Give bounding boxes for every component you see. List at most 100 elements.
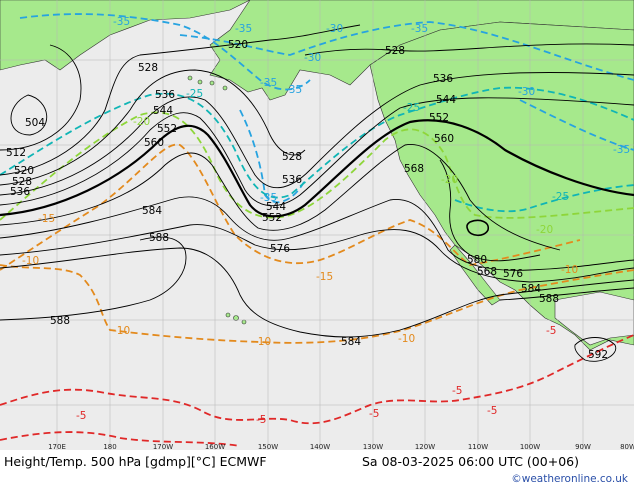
height-label: 552 <box>157 123 177 135</box>
height-contour-504 <box>10 94 48 136</box>
lon-tick: 170E <box>48 443 66 451</box>
temp-label: -35 <box>260 77 277 89</box>
lon-tick: 130W <box>363 443 383 451</box>
land-aleutian-1 <box>187 75 193 81</box>
height-label: 560 <box>144 137 164 149</box>
height-label: 544 <box>436 94 456 106</box>
height-label: 528 <box>385 45 405 57</box>
temperature-contours <box>0 13 634 447</box>
height-contour-528b <box>304 43 634 56</box>
temp-label: -5 <box>546 325 556 337</box>
height-contour-536 <box>0 72 634 196</box>
height-labels: 504 512 520 520 528 528 528 528 536 536 … <box>6 39 608 361</box>
land-aleutian-4 <box>222 85 228 91</box>
temp-label: -35 <box>613 144 630 156</box>
temp-label: -5 <box>369 408 379 420</box>
height-label: 588 <box>149 232 169 244</box>
temp-contour-minus30 <box>179 21 634 81</box>
temp-contour-minus5 <box>0 334 634 425</box>
height-contour-576 <box>0 224 634 283</box>
temp-label: -20 <box>441 174 458 186</box>
height-label: 580 <box>467 254 487 266</box>
height-contour-coastal <box>439 159 541 262</box>
height-label: 536 <box>433 73 453 85</box>
height-label: 584 <box>341 336 361 348</box>
temp-label: -10 <box>113 325 130 337</box>
temp-contour-minus30b <box>519 99 634 151</box>
lon-tick: 140W <box>310 443 330 451</box>
height-contour-528 <box>0 69 306 186</box>
lon-tick: 120W <box>415 443 435 451</box>
temp-label: -15 <box>316 271 333 283</box>
height-label: 504 <box>25 117 45 129</box>
temp-contour-minus25 <box>0 86 634 199</box>
lon-tick: 110W <box>468 443 488 451</box>
temp-label: -10 <box>254 336 271 348</box>
land-aleutian-2 <box>197 79 203 85</box>
temp-label: -5 <box>452 385 462 397</box>
height-label: 576 <box>503 268 523 280</box>
lon-tick: 180 <box>103 443 116 451</box>
height-label: 560 <box>434 133 454 145</box>
lon-tick: 80W <box>620 443 634 451</box>
longitude-ticks: 170E 180 170W 160W 150W 140W 130W 120W 1… <box>48 443 634 451</box>
height-label: 520 <box>14 165 34 177</box>
lon-tick: 170W <box>153 443 173 451</box>
lon-tick: 90W <box>575 443 591 451</box>
height-label: 536 <box>155 89 175 101</box>
height-label: 588 <box>50 315 70 327</box>
height-label: 568 <box>404 163 424 175</box>
temp-label: -5 <box>76 410 86 422</box>
temp-contour-minus10 <box>0 264 634 344</box>
height-label: 528 <box>138 62 158 74</box>
temp-label: -20 <box>536 224 553 236</box>
temp-label: -30 <box>518 86 535 98</box>
height-label: 576 <box>270 243 290 255</box>
temp-label: -35 <box>285 84 302 96</box>
valid-datetime: Sa 08-03-2025 06:00 UTC (00+06) <box>362 454 579 469</box>
height-contour-588b <box>499 287 634 301</box>
height-contour-584 <box>0 247 634 338</box>
height-label: 544 <box>266 201 286 213</box>
height-contour-544 <box>0 97 634 207</box>
height-label: 536 <box>282 174 302 186</box>
gulf-of-mexico <box>554 291 634 346</box>
height-label: 544 <box>153 105 173 117</box>
land-siberia <box>0 0 251 71</box>
height-label: 520 <box>228 39 248 51</box>
temp-label: -35 <box>260 192 277 204</box>
height-contour-568 <box>0 196 634 271</box>
temp-label: -15 <box>38 213 55 225</box>
map-title: Height/Temp. 500 hPa [gdmp][°C] ECMWF <box>4 454 267 469</box>
land-hawaii-2 <box>233 315 239 321</box>
credit-link[interactable]: ©weatheronline.co.uk <box>511 473 628 485</box>
land-aleutian-3 <box>209 80 215 86</box>
height-label: 512 <box>6 147 26 159</box>
temp-label: -30 <box>304 52 321 64</box>
land-hawaii-1 <box>225 312 231 318</box>
height-label: 568 <box>477 266 497 278</box>
temp-label: -5 <box>256 414 266 426</box>
height-label: 536 <box>10 186 30 198</box>
lon-tick: 160W <box>205 443 225 451</box>
height-label: 584 <box>521 283 541 295</box>
lon-tick: 100W <box>520 443 540 451</box>
height-label: 552 <box>262 212 282 224</box>
temp-label: -30 <box>326 23 343 35</box>
temp-label: -10 <box>398 333 415 345</box>
height-label: 528 <box>282 151 302 163</box>
height-contour-580-loop <box>466 219 490 237</box>
temperature-labels: -35 -35 -35 -35 -35 -35 -35 -30 -30 -30 … <box>22 16 630 426</box>
temp-label: -35 <box>235 23 252 35</box>
temp-contour-minus15 <box>0 143 581 271</box>
lon-tick: 150W <box>258 443 278 451</box>
temp-contour-minus20 <box>0 111 634 221</box>
height-label: 552 <box>429 112 449 124</box>
height-label: 528 <box>12 176 32 188</box>
temp-label: -25 <box>186 88 203 100</box>
height-label: 592 <box>588 349 608 361</box>
temp-label: -10 <box>22 255 39 267</box>
height-contour-520 <box>0 24 361 176</box>
height-label: 588 <box>539 293 559 305</box>
